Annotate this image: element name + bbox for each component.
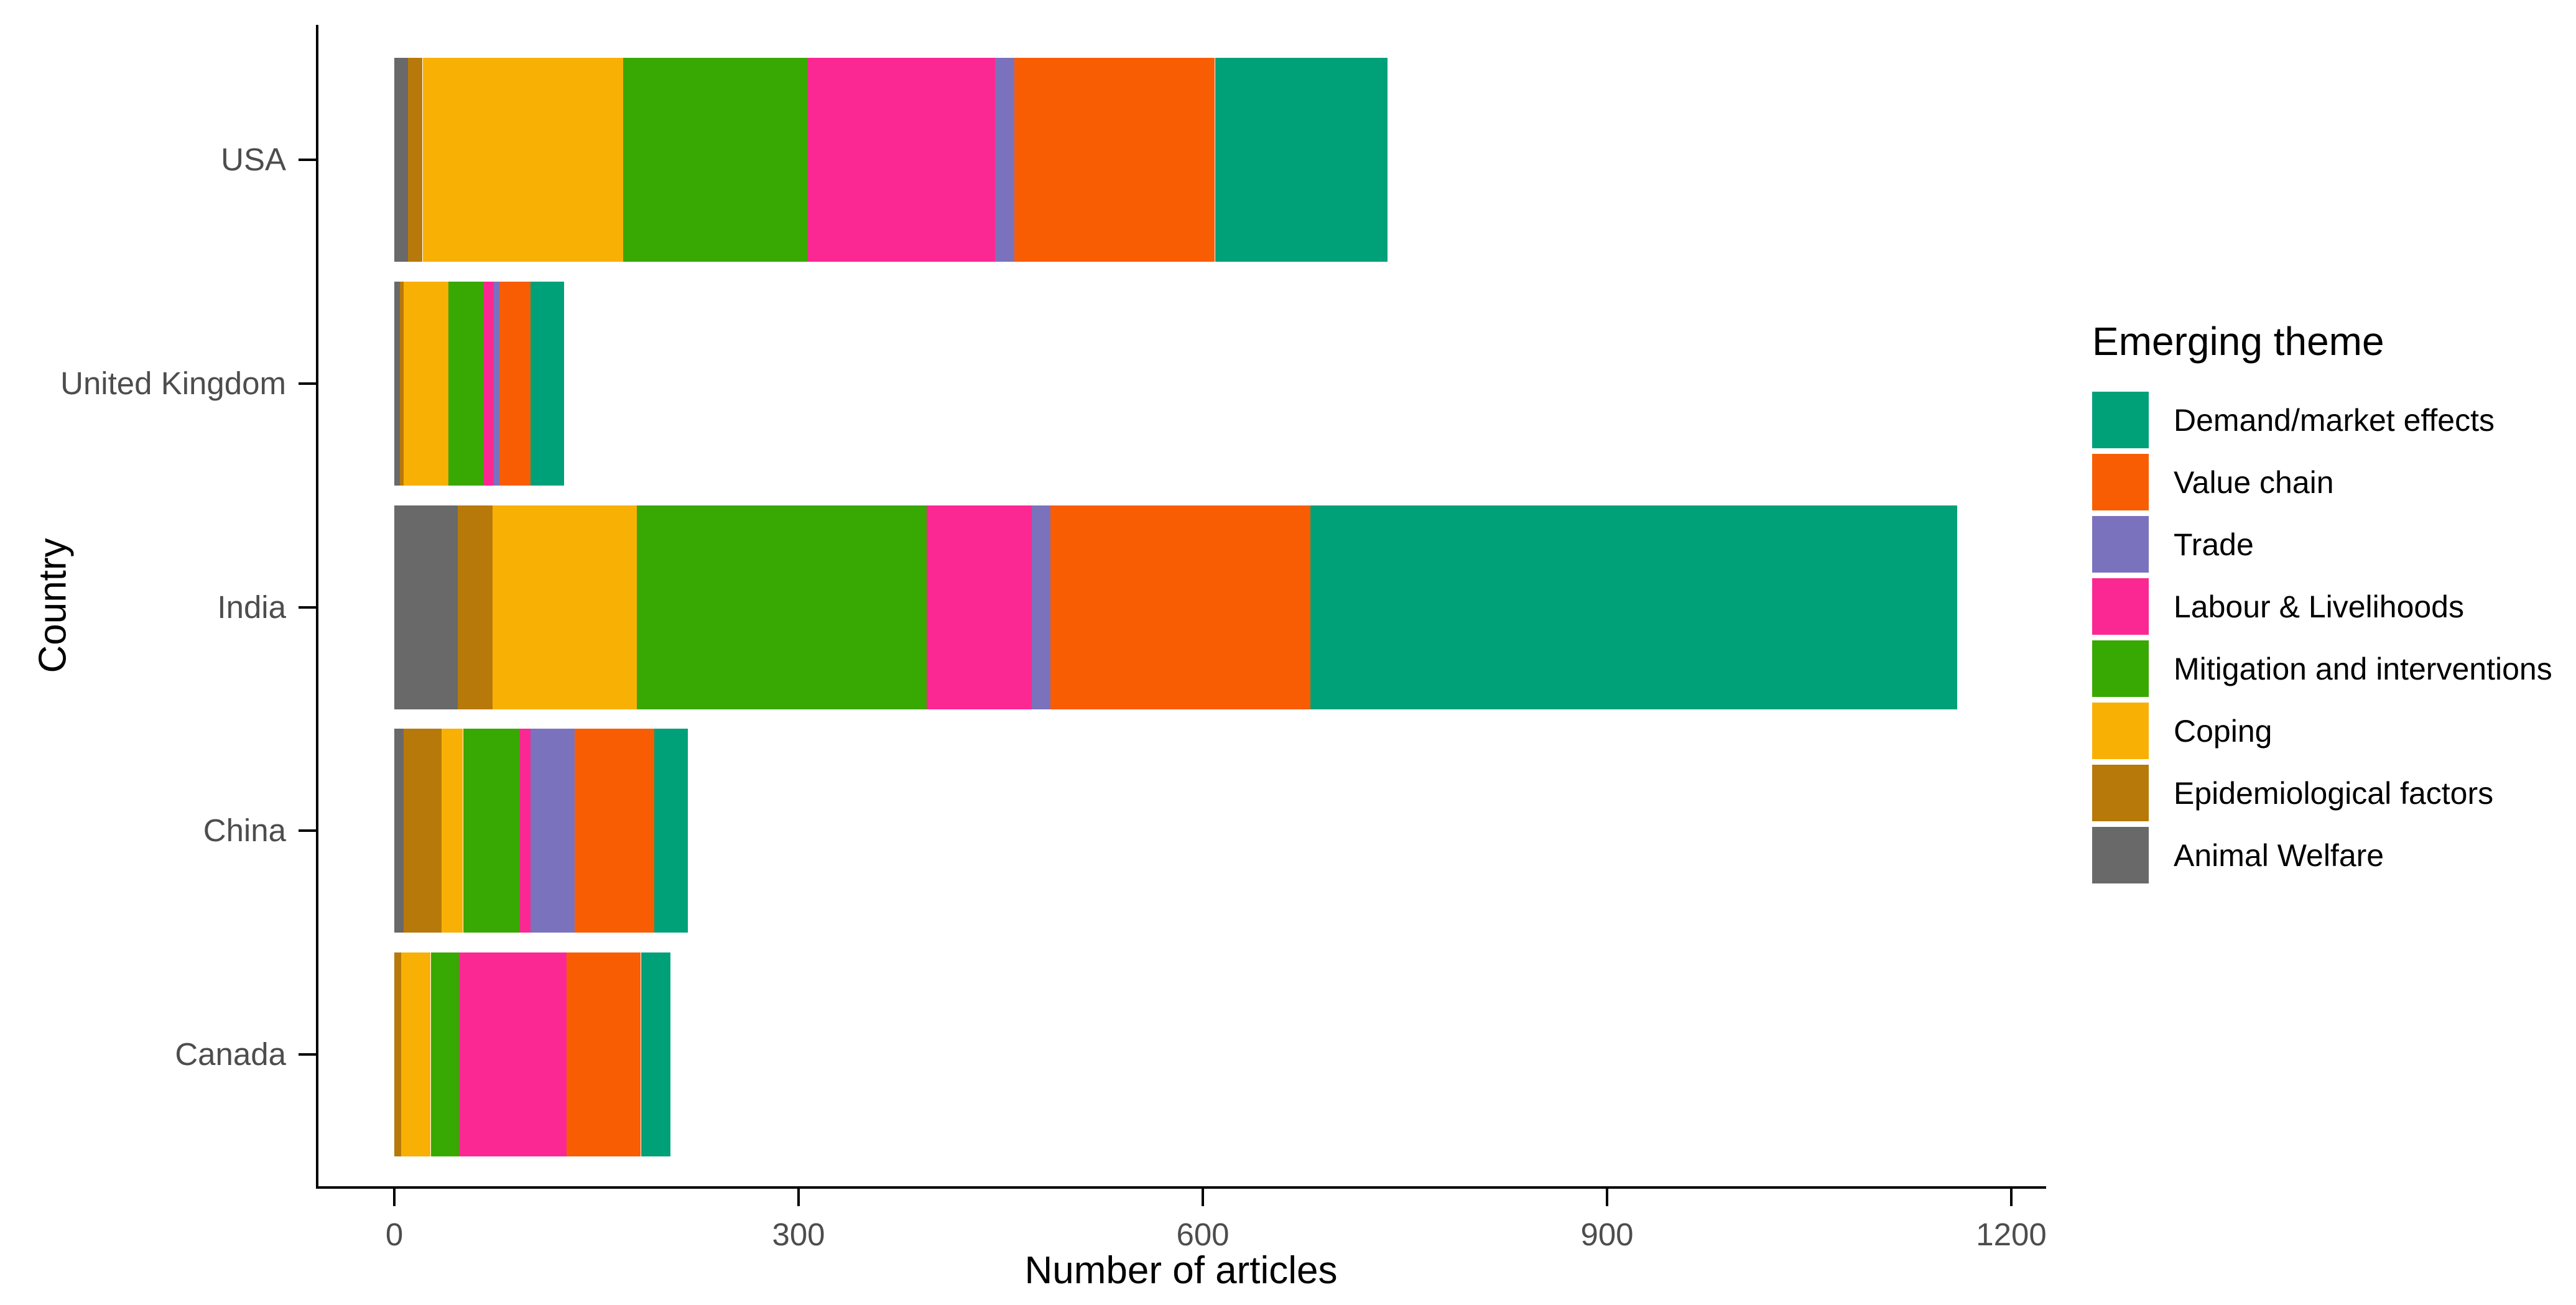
x-axis-title: Number of articles (1024, 1249, 1338, 1292)
x-tick (1606, 1189, 1608, 1206)
y-tick (299, 382, 316, 385)
legend-swatch (2092, 703, 2149, 759)
legend-item-label: Labour & Livelihoods (2174, 589, 2464, 624)
bar-segment (1215, 58, 1388, 262)
legend-item: Coping (2092, 703, 2552, 759)
bar-segment (623, 58, 808, 262)
x-tick-label: 1200 (1976, 1217, 2047, 1252)
bar-segment (483, 281, 494, 486)
bar-segment (457, 505, 493, 709)
legend-item-label: Trade (2174, 527, 2254, 562)
x-tick-label: 900 (1580, 1217, 1634, 1252)
bar-segment (404, 281, 448, 486)
y-tick-label: India (217, 589, 286, 625)
legend-item-label: Value chain (2174, 464, 2334, 500)
legend-item: Mitigation and interventions (2092, 640, 2552, 697)
x-tick (393, 1189, 396, 1206)
plot-panel (316, 25, 2046, 1189)
x-tick-label: 300 (772, 1217, 825, 1252)
legend-swatch (2092, 454, 2149, 510)
y-tick (299, 829, 316, 832)
bar-segment (448, 281, 483, 486)
x-tick (2010, 1189, 2013, 1206)
bar-segment (459, 952, 567, 1156)
bar-segment (1050, 505, 1311, 709)
bar-segment (637, 505, 927, 709)
bar-segment (567, 952, 641, 1156)
bar-segment (422, 58, 624, 262)
y-axis-title: Country (31, 538, 75, 673)
bar-segment (926, 505, 1032, 709)
legend: Emerging theme Demand/market effects Valu… (2092, 318, 2552, 889)
y-tick (299, 1053, 316, 1056)
legend-item-label: Coping (2174, 713, 2273, 749)
bar-segment (808, 58, 996, 262)
bar-segment (430, 952, 459, 1156)
legend-swatch (2092, 640, 2149, 697)
legend-swatch (2092, 392, 2149, 448)
bar-segment (519, 729, 530, 933)
bar-segment (407, 58, 423, 262)
y-tick (299, 606, 316, 609)
bar-segment (530, 729, 575, 933)
bar-segment (654, 729, 688, 933)
y-tick-label: Canada (175, 1036, 286, 1072)
y-tick-label: China (203, 813, 286, 849)
y-tick-label: United Kingdom (60, 365, 286, 401)
bar-segment (394, 952, 401, 1156)
y-tick-label: USA (221, 142, 286, 177)
bar-segment (399, 281, 404, 486)
legend-item: Animal Welfare (2092, 827, 2552, 883)
legend-item-label: Demand/market effects (2174, 402, 2495, 438)
bar-segment (499, 281, 530, 486)
legend-title: Emerging theme (2092, 319, 2384, 364)
bar-segment (401, 952, 431, 1156)
legend-item: Value chain (2092, 454, 2552, 510)
legend-item: Trade (2092, 516, 2552, 573)
bar-segment (394, 281, 400, 486)
bar-segment (394, 58, 408, 262)
bar-segment (1031, 505, 1051, 709)
legend-swatch (2092, 765, 2149, 821)
bar-segment (641, 952, 671, 1156)
x-tick (797, 1189, 800, 1206)
bar-segment (995, 58, 1014, 262)
legend-swatch (2092, 827, 2149, 883)
legend-item: Demand/market effects (2092, 392, 2552, 448)
legend-item-label: Epidemiological factors (2174, 775, 2494, 811)
bar-segment (1014, 58, 1215, 262)
legend-item-label: Animal Welfare (2174, 837, 2384, 873)
bar-segment (463, 729, 520, 933)
y-tick (299, 159, 316, 161)
legend-item: Epidemiological factors (2092, 765, 2552, 821)
bar-segment (575, 729, 655, 933)
bar-segment (493, 505, 637, 709)
legend-items: Demand/market effects Value chain Trade Lab… (2092, 392, 2552, 883)
legend-swatch (2092, 516, 2149, 573)
bar-segment (530, 281, 564, 486)
x-tick-label: 600 (1176, 1217, 1230, 1252)
bar-segment (1310, 505, 1958, 709)
legend-item-label: Mitigation and interventions (2174, 651, 2552, 686)
bar-segment (394, 505, 458, 709)
x-tick-label: 0 (385, 1217, 404, 1252)
bar-segment (441, 729, 463, 933)
bar-segment (394, 729, 404, 933)
x-tick (1202, 1189, 1204, 1206)
legend-swatch (2092, 578, 2149, 635)
bar-segment (494, 281, 499, 486)
legend-item: Labour & Livelihoods (2092, 578, 2552, 635)
bar-segment (404, 729, 442, 933)
